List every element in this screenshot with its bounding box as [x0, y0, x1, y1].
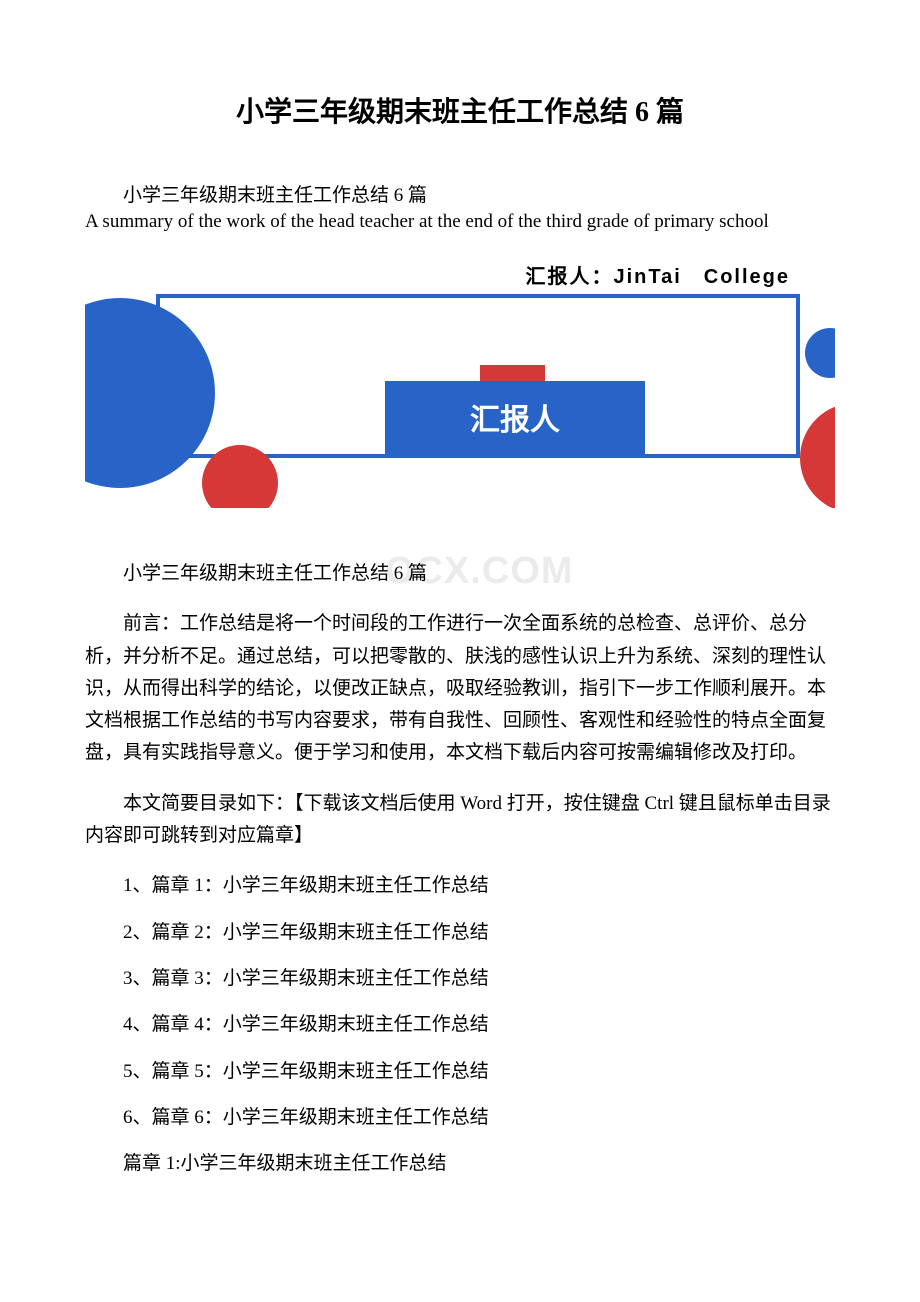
banner-button-label: 汇报人 [470, 404, 560, 437]
subtitle-english: A summary of the work of the head teache… [85, 211, 835, 233]
toc-item: 4、篇章 4：小学三年级期末班主任工作总结 [85, 1009, 835, 1041]
repeat-subtitle: 小学三年级期末班主任工作总结 6 篇 [85, 558, 835, 590]
document-title: 小学三年级期末班主任工作总结 6 篇 [85, 90, 835, 130]
toc-item: 5、篇章 5：小学三年级期末班主任工作总结 [85, 1056, 835, 1088]
preface-paragraph: 前言：工作总结是将一个时间段的工作进行一次全面系统的总检查、总评价、总分析，并分… [85, 608, 835, 769]
section-1-heading: 篇章 1:小学三年级期末班主任工作总结 [85, 1148, 835, 1180]
reporter-label: 汇报人：JinTai College [525, 260, 790, 289]
toc-item: 1、篇章 1：小学三年级期末班主任工作总结 [85, 870, 835, 902]
toc-item: 2、篇章 2：小学三年级期末班主任工作总结 [85, 917, 835, 949]
toc-item: 6、篇章 6：小学三年级期末班主任工作总结 [85, 1102, 835, 1134]
toc-item: 3、篇章 3：小学三年级期末班主任工作总结 [85, 963, 835, 995]
toc-intro: 本文简要目录如下：【下载该文档后使用 Word 打开，按住键盘 Ctrl 键且鼠… [85, 788, 835, 853]
preface-label: 前言： [123, 613, 180, 634]
preface-body: 工作总结是将一个时间段的工作进行一次全面系统的总检查、总评价、总分析，并分析不足… [85, 613, 826, 763]
subtitle-chinese: 小学三年级期末班主任工作总结 6 篇 [85, 180, 835, 207]
banner-graphic: 汇报人：JinTai College 汇报人 [85, 248, 835, 508]
